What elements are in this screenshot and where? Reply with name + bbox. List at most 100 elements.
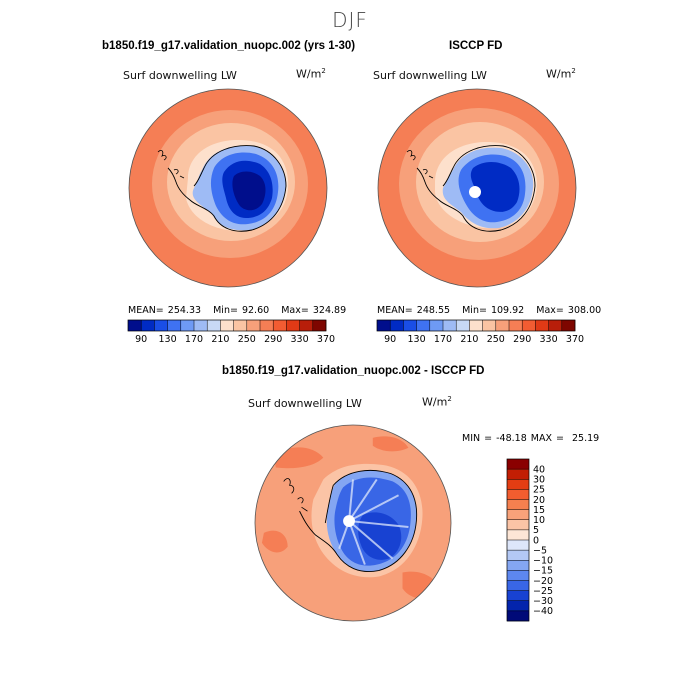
colorbar-label: 170	[185, 334, 203, 345]
colorbar-swatch	[299, 320, 314, 331]
obs-stats: MEAN= 248.55 Min= 109.92 Max= 308.00	[377, 305, 602, 316]
diff-colorbar-swatch	[507, 560, 529, 571]
diff-colorbar-swatch	[507, 469, 529, 480]
diff-coastline	[299, 469, 418, 572]
diff-colorbar-label: 10	[533, 515, 545, 526]
colorbar-label: 170	[434, 334, 452, 345]
diff-units-label: W/m2	[422, 395, 452, 409]
obs-units-label: W/m2	[546, 67, 576, 81]
diff-colorbar-swatch	[507, 509, 529, 521]
colorbar-swatch	[469, 320, 483, 331]
diff-max-value: 25.19	[572, 433, 600, 444]
model-peninsula-coast	[157, 149, 185, 179]
model-max-value: 324.89	[312, 305, 347, 316]
diff-panel-title: b1850.f19_g17.validation_nuopc.002 - ISC…	[222, 365, 485, 377]
diff-variable-label: Surf downwelling LW	[248, 397, 362, 410]
colorbar-label: 370	[317, 334, 335, 345]
obs-variable-label: Surf downwelling LW	[373, 69, 487, 82]
obs-min-value: 109.92	[490, 305, 525, 316]
diff-minmax: MIN = -48.18 MAX = 25.19	[462, 433, 600, 444]
model-min-value: 92.60	[241, 305, 270, 316]
obs-panel-title: ISCCP FD	[449, 40, 503, 52]
colorbar-swatch	[403, 320, 417, 331]
colorbar-swatch	[495, 320, 510, 331]
obs-max-value: 308.00	[567, 305, 602, 316]
diff-colorbar-label: −25	[533, 586, 553, 597]
model-variable-label: Surf downwelling LW	[123, 69, 237, 82]
diff-warm-patch-3	[261, 530, 288, 553]
colorbar-label: 290	[264, 334, 282, 345]
colorbar-swatch	[522, 320, 536, 331]
diff-map-border	[254, 424, 452, 622]
colorbar-swatch	[561, 320, 576, 331]
diff-colorbar-label: 30	[533, 475, 545, 486]
diff-warm-patch-1	[273, 447, 324, 469]
colorbar-swatch	[141, 320, 155, 331]
colorbar-swatch	[128, 320, 142, 331]
diff-colorbar-label: 40	[533, 464, 545, 475]
colorbar-label: 330	[291, 334, 309, 345]
obs-ice-deep	[470, 162, 520, 212]
season-title: DJF	[332, 8, 368, 32]
colorbar-label: 130	[408, 334, 426, 345]
diff-colorbar-swatch	[507, 529, 529, 541]
model-coastline	[167, 145, 287, 232]
colorbar-label: 90	[135, 334, 147, 345]
model-panel-title: b1850.f19_g17.validation_nuopc.002 (yrs …	[102, 40, 356, 52]
diff-colorbar-label: −20	[533, 576, 553, 587]
obs-coastline	[416, 145, 536, 232]
colorbar-swatch	[286, 320, 300, 331]
model-ice-core	[232, 171, 266, 211]
diff-colorbar-label: −40	[533, 606, 553, 617]
diff-colorbar-swatch	[507, 550, 529, 561]
colorbar-swatch	[154, 320, 168, 331]
colorbar-swatch	[207, 320, 221, 331]
model-stats: MEAN= 254.33 Min= 92.60 Max= 324.89	[128, 305, 347, 316]
colorbar-swatch	[443, 320, 457, 331]
colorbar-label: 370	[566, 334, 584, 345]
colorbar-swatch	[273, 320, 287, 331]
colorbar-swatch	[220, 320, 234, 331]
colorbar-swatch	[456, 320, 470, 331]
colorbar-label: 210	[460, 334, 478, 345]
diff-colorbar-label: −5	[533, 545, 547, 556]
diff-colorbar-swatch	[507, 499, 529, 510]
diff-polar-map	[254, 424, 452, 622]
diff-colorbar-swatch	[507, 540, 529, 551]
colorbar-label: 90	[384, 334, 396, 345]
diff-colorbar-label: 0	[533, 535, 539, 546]
model-polar-map	[128, 88, 328, 288]
colorbar-swatch	[390, 320, 404, 331]
colorbar-swatch	[312, 320, 327, 331]
obs-map-border	[377, 88, 577, 288]
colorbar-label: 250	[487, 334, 505, 345]
model-units-label: W/m2	[296, 67, 326, 81]
model-colorbar: 90 130 170 210 250 290 330 370	[127, 319, 335, 345]
colorbar-label: 250	[238, 334, 256, 345]
colorbar-label: 210	[211, 334, 229, 345]
model-map-border	[128, 88, 328, 288]
diff-colorbar-swatch	[507, 600, 529, 612]
diff-colorbar-label: −15	[533, 566, 553, 577]
colorbar-swatch	[167, 320, 182, 331]
colorbar-label: 330	[540, 334, 558, 345]
diff-colorbar-label: −10	[533, 556, 553, 567]
diff-warm-patch-4	[372, 436, 409, 452]
diff-colorbar-swatch	[507, 489, 529, 500]
diff-colorbar-swatch	[507, 610, 529, 622]
obs-pole-hole	[469, 186, 481, 198]
diff-colorbar-swatch	[507, 580, 529, 591]
colorbar-label: 290	[513, 334, 531, 345]
colorbar-swatch	[246, 320, 261, 331]
model-mean-value: 254.33	[167, 305, 202, 316]
diff-colorbar-swatch	[507, 570, 529, 581]
diff-colorbar-label: 25	[533, 485, 545, 496]
obs-colorbar: 90 130 170 210 250 290 330 370	[376, 319, 584, 345]
diff-colorbar-swatch	[507, 459, 529, 470]
obs-mean-value: 248.55	[416, 305, 451, 316]
diff-peninsula-coast	[283, 478, 308, 512]
diff-colorbar-label: −30	[533, 596, 553, 607]
diff-min-value: -48.18	[496, 433, 527, 444]
obs-polar-map	[377, 88, 577, 288]
